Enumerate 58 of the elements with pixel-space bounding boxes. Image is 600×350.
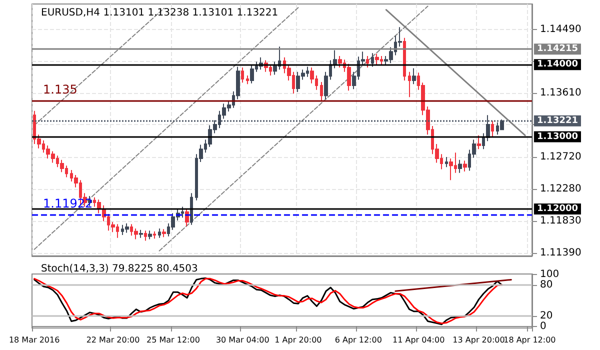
x-tick-label: 11 Apr 04:00: [392, 336, 445, 344]
x-tick-label: 18 Apr 12:00: [504, 336, 556, 344]
ref-line-label: 1.14000: [537, 60, 578, 70]
candlestick: [250, 64, 254, 84]
candlestick: [320, 81, 323, 102]
candlestick: [486, 114, 490, 142]
y-tick-label: 20: [540, 310, 553, 322]
y-tick-label: 100: [540, 269, 560, 280]
candlestick: [134, 228, 138, 240]
candlestick: [347, 63, 351, 92]
y-tick-label: 1.14490: [540, 24, 582, 35]
candlestick: [445, 156, 448, 168]
candlestick: [463, 160, 467, 172]
ref-line-label: 1.14215: [537, 44, 578, 54]
candlestick: [162, 228, 166, 238]
chart-title: Stoch(14,3,3) 79.8225 80.4503: [41, 264, 198, 274]
candlestick: [477, 134, 481, 150]
y-tick-label: 1.12720: [540, 152, 582, 163]
candlestick: [366, 55, 369, 68]
x-tick-label: 25 Mar 12:00: [146, 336, 200, 344]
x-tick-label: 13 Apr 20:00: [452, 336, 505, 344]
candlestick: [371, 52, 374, 68]
x-tick-label: 6 Apr 12:00: [334, 336, 382, 344]
candlestick: [403, 37, 406, 82]
x-tick-label: 22 Mar 20:00: [86, 336, 140, 344]
candlestick: [458, 159, 462, 174]
candlestick: [338, 55, 342, 68]
y-tick-label: 1.11390: [540, 248, 582, 258]
candlestick: [375, 53, 379, 66]
candlestick: [139, 229, 143, 238]
y-tick-label: 80: [540, 279, 553, 290]
x-tick-label: 18 Mar 2016: [8, 336, 60, 344]
candlestick: [491, 120, 494, 138]
ref-line-label: 1.13000: [537, 132, 578, 142]
candlestick: [148, 230, 152, 240]
candlestick: [408, 71, 411, 98]
x-tick-label: 1 Apr 20:00: [274, 336, 322, 344]
candlestick: [241, 67, 244, 84]
ref-line-label: 1.12000: [537, 204, 578, 214]
y-tick-label: 1.11830: [540, 216, 582, 227]
x-tick-label: 30 Mar 04:00: [216, 336, 270, 344]
candlestick: [125, 222, 129, 234]
candlestick: [60, 159, 64, 173]
chart-title: EURUSD,H4 1.13101 1.13238 1.13101 1.13221: [41, 8, 278, 18]
candlestick: [500, 118, 504, 130]
candlestick: [158, 228, 161, 238]
candlestick: [153, 230, 156, 240]
candlestick: [144, 230, 147, 242]
candlestick: [190, 192, 193, 226]
y-tick-label: 1.12280: [540, 183, 582, 194]
candlestick: [482, 132, 485, 150]
candlestick: [412, 68, 416, 85]
candlestick: [97, 199, 101, 214]
ref-line-label: 1.13221: [537, 116, 578, 126]
y-tick-label: 1.13610: [540, 87, 582, 98]
candlestick: [246, 74, 249, 85]
y-tick-label: 0: [540, 320, 546, 332]
ref-line-label: 1.135: [43, 82, 78, 97]
